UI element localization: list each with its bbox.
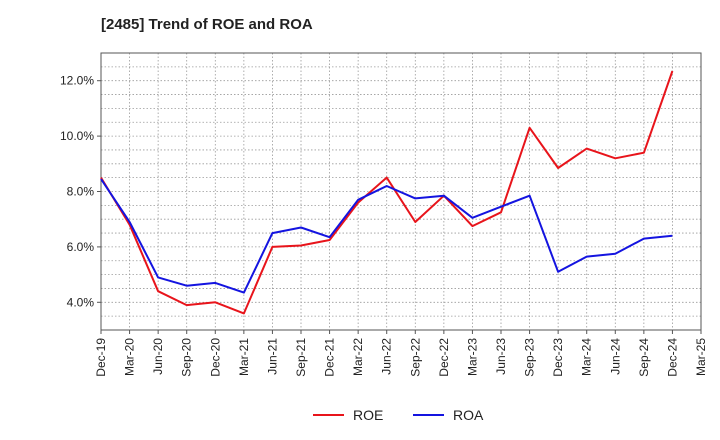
- x-tick-label: Mar-21: [237, 338, 251, 376]
- x-tick-label: Mar-23: [465, 338, 479, 376]
- y-tick-label: 6.0%: [67, 240, 95, 254]
- legend-label-roa: ROA: [453, 407, 484, 423]
- series-line-roa: [100, 178, 673, 294]
- x-tick-label: Sep-20: [180, 338, 194, 377]
- x-tick-label: Mar-25: [694, 338, 708, 376]
- x-tick-label: Jun-24: [608, 338, 622, 375]
- x-tick-label: Dec-21: [323, 338, 337, 377]
- series-line-roe: [100, 70, 674, 315]
- x-tick-label: Sep-23: [523, 338, 537, 377]
- x-tick-label: Dec-23: [551, 338, 565, 377]
- legend-label-roe: ROE: [353, 407, 383, 423]
- x-tick-label: Sep-24: [637, 338, 651, 377]
- y-tick-label: 4.0%: [67, 295, 95, 309]
- x-tick-label: Jun-20: [151, 338, 165, 375]
- x-tick-label: Dec-24: [665, 338, 679, 377]
- x-tick-label: Jun-23: [494, 338, 508, 375]
- x-tick-label: Dec-22: [437, 338, 451, 377]
- x-tick-label: Mar-24: [580, 338, 594, 376]
- x-tick-label: Dec-19: [94, 338, 108, 377]
- x-tick-label: Mar-22: [351, 338, 365, 376]
- y-tick-label: 12.0%: [60, 74, 94, 88]
- axis-ticks: 4.0% 6.0% 8.0% 10.0% 12.0% Dec-19 Mar-20 Jun-20…: [60, 74, 708, 377]
- x-tick-label: Jun-22: [380, 338, 394, 375]
- x-tick-label: Mar-20: [123, 338, 137, 376]
- x-tick-label: Sep-22: [408, 338, 422, 377]
- series-lines: [100, 70, 674, 315]
- y-tick-label: 8.0%: [67, 185, 95, 199]
- y-tick-label: 10.0%: [60, 129, 94, 143]
- x-tick-label: Jun-21: [265, 338, 279, 375]
- x-tick-label: Dec-20: [208, 338, 222, 377]
- chart-title: [2485] Trend of ROE and ROA: [101, 16, 313, 33]
- legend: ROE ROA: [313, 407, 484, 423]
- x-tick-label: Sep-21: [294, 338, 308, 377]
